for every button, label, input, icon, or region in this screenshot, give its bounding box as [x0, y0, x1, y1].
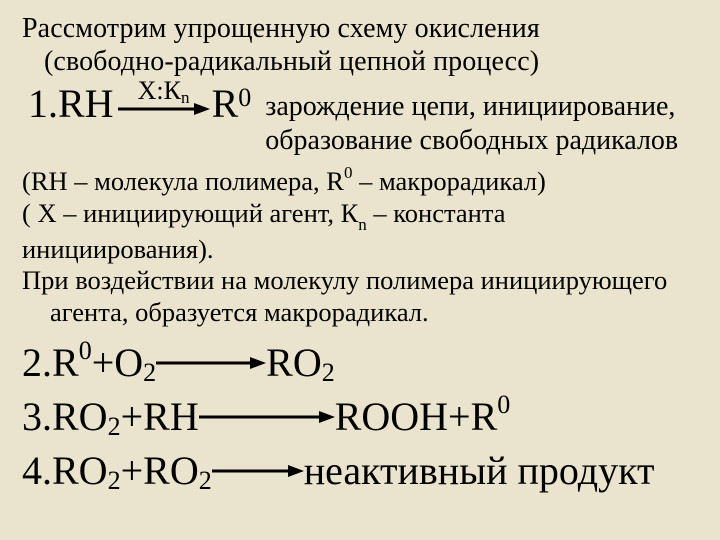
step-1-desc-line1: зарождение цепи, инициирование, — [265, 91, 675, 122]
step-4-arrow — [212, 460, 304, 482]
step-1-arrow-box: X:Кn — [118, 84, 210, 124]
step-4-sub-a: 2 — [108, 468, 121, 494]
step-2-plus-o: +O — [92, 343, 143, 383]
step-3-ro: RO — [52, 397, 108, 437]
step-2-r: R — [52, 343, 79, 383]
step-3-ro-sub: 2 — [108, 414, 121, 440]
slide-root: Рассмотрим упрощенную схему окисления (с… — [0, 0, 720, 540]
slide-title: Рассмотрим упрощенную схему окисления (с… — [22, 12, 698, 78]
arrow-icon — [212, 460, 304, 482]
step-4-ro-a: RO — [52, 451, 108, 491]
arrow-icon — [118, 98, 210, 120]
step-4-sub-b: 2 — [199, 468, 212, 494]
step-2: 2. R0+O2 RO2 — [22, 343, 698, 383]
step-4-rhs-text: неактивный продукт — [304, 451, 655, 491]
step-2-ro: RO — [266, 343, 322, 383]
step-1-r-sup: 0 — [238, 85, 251, 111]
note-2a: ( X – инициирующий агент, К — [22, 198, 358, 228]
notes-block: (RH – молекула полимера, R0 – макрорадик… — [22, 165, 698, 329]
step-2-arrow — [156, 352, 266, 374]
note-1a: (RH – молекула полимера, R — [22, 166, 344, 196]
step-1-number: 1. — [28, 84, 58, 124]
title-line-1: Рассмотрим упрощенную схему окисления — [22, 13, 540, 44]
note-1b: – макрорадикал) — [352, 166, 545, 196]
note-3a: При воздействии на молекулу полимера ини… — [22, 265, 667, 295]
step-4-number: 4. — [22, 451, 52, 491]
step-4: 4. RO2+RO2 неактивный продукт — [22, 451, 698, 491]
note-2-sub: n — [358, 215, 367, 234]
step-1-description: зарождение цепи, инициирование, образова… — [251, 84, 678, 157]
step-2-number: 2. — [22, 343, 52, 383]
step-1-equation: 1. RH X:Кn R0 — [22, 84, 251, 124]
note-2: ( X – инициирующий агент, Кn – константа… — [22, 198, 698, 265]
step-3: 3. RO2+RH ROOH+R0 — [22, 397, 698, 437]
arrow-icon — [199, 406, 335, 428]
note-3: При воздействии на молекулу полимера ини… — [22, 265, 698, 329]
step-1-rh: RH — [58, 84, 114, 124]
step-3-number: 3. — [22, 397, 52, 437]
step-2-r-sup: 0 — [79, 338, 92, 364]
step-1-desc-line2: образование свободных радикалов — [265, 124, 678, 158]
step-4-plus-ro: +RO — [121, 451, 199, 491]
step-1: 1. RH X:Кn R0 зарождение цепи, иницииров… — [22, 84, 698, 157]
note-1-sup: 0 — [344, 163, 353, 182]
note-3-line2: агента, образуется макрорадикал. — [22, 297, 698, 329]
step-1-r: R — [212, 84, 239, 124]
title-line-2: (свободно-радикальный цепной процесс) — [22, 45, 698, 78]
note-1: (RH – молекула полимера, R0 – макрорадик… — [22, 165, 698, 198]
arrow-icon — [156, 352, 266, 374]
step-2-o-sub: 2 — [143, 360, 156, 386]
step-3-plus-rh: +RH — [121, 397, 199, 437]
step-3-rooh: ROOH+R — [335, 397, 498, 437]
step-3-arrow — [199, 406, 335, 428]
step-2-ro-sub: 2 — [322, 360, 335, 386]
step-3-r-sup: 0 — [497, 392, 510, 418]
